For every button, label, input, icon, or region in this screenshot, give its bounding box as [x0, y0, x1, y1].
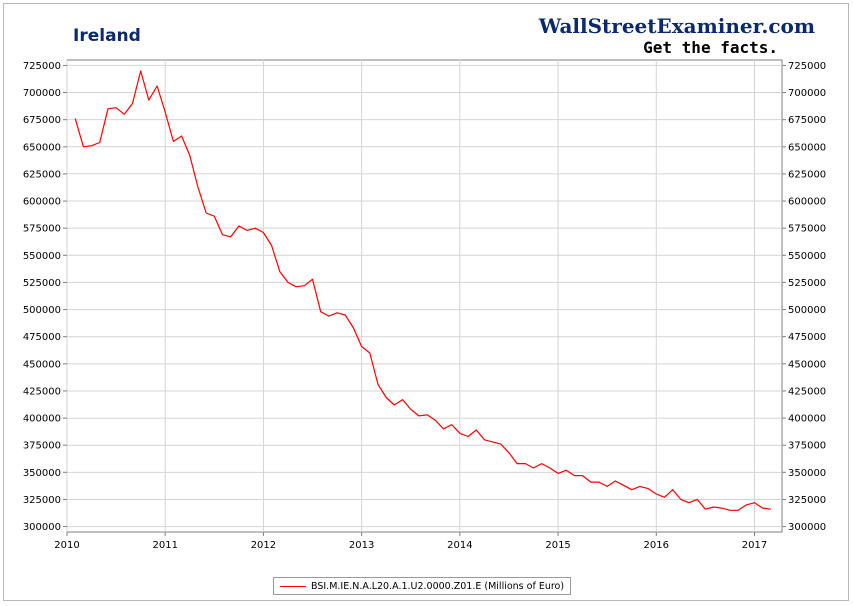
y-tick-label-right: 450000	[788, 359, 826, 370]
y-tick-label-left: 475000	[23, 332, 61, 343]
legend-label: BSI.M.IE.N.A.L20.A.1.U2.0000.Z01.E (Mill…	[311, 580, 565, 592]
y-tick-label-right: 650000	[788, 142, 826, 153]
x-tick-label: 2013	[349, 540, 374, 551]
y-axis-left: 300000 325000 350000 375000 400000 425000 4500…	[23, 61, 67, 533]
plot-area	[66, 59, 783, 533]
y-tick-label-left: 325000	[23, 495, 61, 506]
y-tick-label-left: 300000	[23, 522, 61, 533]
x-tick-label: 2010	[54, 540, 79, 551]
y-tick-label-left: 425000	[23, 386, 61, 397]
series-line	[74, 70, 771, 511]
brand-logo-text: WallStreetExaminer.com	[538, 14, 815, 38]
y-tick-label-right: 625000	[788, 169, 826, 180]
y-tick-label-right: 375000	[788, 441, 826, 452]
y-tick-label-right: 425000	[788, 386, 826, 397]
y-tick-label-right: 500000	[788, 305, 826, 316]
y-tick-label-left: 700000	[23, 88, 61, 99]
y-axis-right: 300000 325000 350000 375000 400000 425000 4500…	[782, 61, 826, 533]
chart-frame	[3, 3, 849, 601]
y-tick-label-right: 400000	[788, 414, 826, 425]
x-tick-label: 2014	[447, 540, 472, 551]
x-axis: 2010 2011 2012 2013 2014 2015 2016 2017	[54, 532, 767, 551]
x-tick-label: 2012	[251, 540, 276, 551]
y-tick-label-left: 400000	[23, 414, 61, 425]
y-tick-label-right: 475000	[788, 332, 826, 343]
y-tick-label-right: 350000	[788, 468, 826, 479]
legend: BSI.M.IE.N.A.L20.A.1.U2.0000.Z01.E (Mill…	[273, 577, 572, 595]
y-tick-label-left: 650000	[23, 142, 61, 153]
y-tick-label-left: 500000	[23, 305, 61, 316]
y-tick-label-left: 725000	[23, 61, 61, 72]
y-tick-label-right: 700000	[788, 88, 826, 99]
y-tick-label-left: 525000	[23, 278, 61, 289]
x-tick-label: 2017	[742, 540, 767, 551]
y-tick-label-left: 375000	[23, 441, 61, 452]
y-tick-label-right: 300000	[788, 522, 826, 533]
y-tick-label-right: 550000	[788, 251, 826, 262]
y-tick-label-left: 625000	[23, 169, 61, 180]
legend-swatch	[280, 585, 306, 587]
y-tick-label-right: 600000	[788, 197, 826, 208]
y-tick-label-right: 525000	[788, 278, 826, 289]
x-tick-label: 2016	[644, 540, 669, 551]
x-tick-label: 2011	[152, 540, 177, 551]
y-tick-label-left: 450000	[23, 359, 61, 370]
y-tick-label-left: 350000	[23, 468, 61, 479]
y-tick-label-left: 600000	[23, 197, 61, 208]
chart-title: Ireland	[73, 26, 141, 46]
x-tick-label: 2015	[545, 540, 570, 551]
y-tick-label-right: 575000	[788, 224, 826, 235]
y-tick-label-right: 725000	[788, 61, 826, 72]
y-tick-label-left: 575000	[23, 224, 61, 235]
y-tick-label-left: 675000	[23, 115, 61, 126]
y-tick-label-right: 325000	[788, 495, 826, 506]
brand-tagline: Get the facts.	[643, 38, 778, 57]
y-tick-label-left: 550000	[23, 251, 61, 262]
series-group	[74, 70, 771, 511]
y-tick-label-right: 675000	[788, 115, 826, 126]
